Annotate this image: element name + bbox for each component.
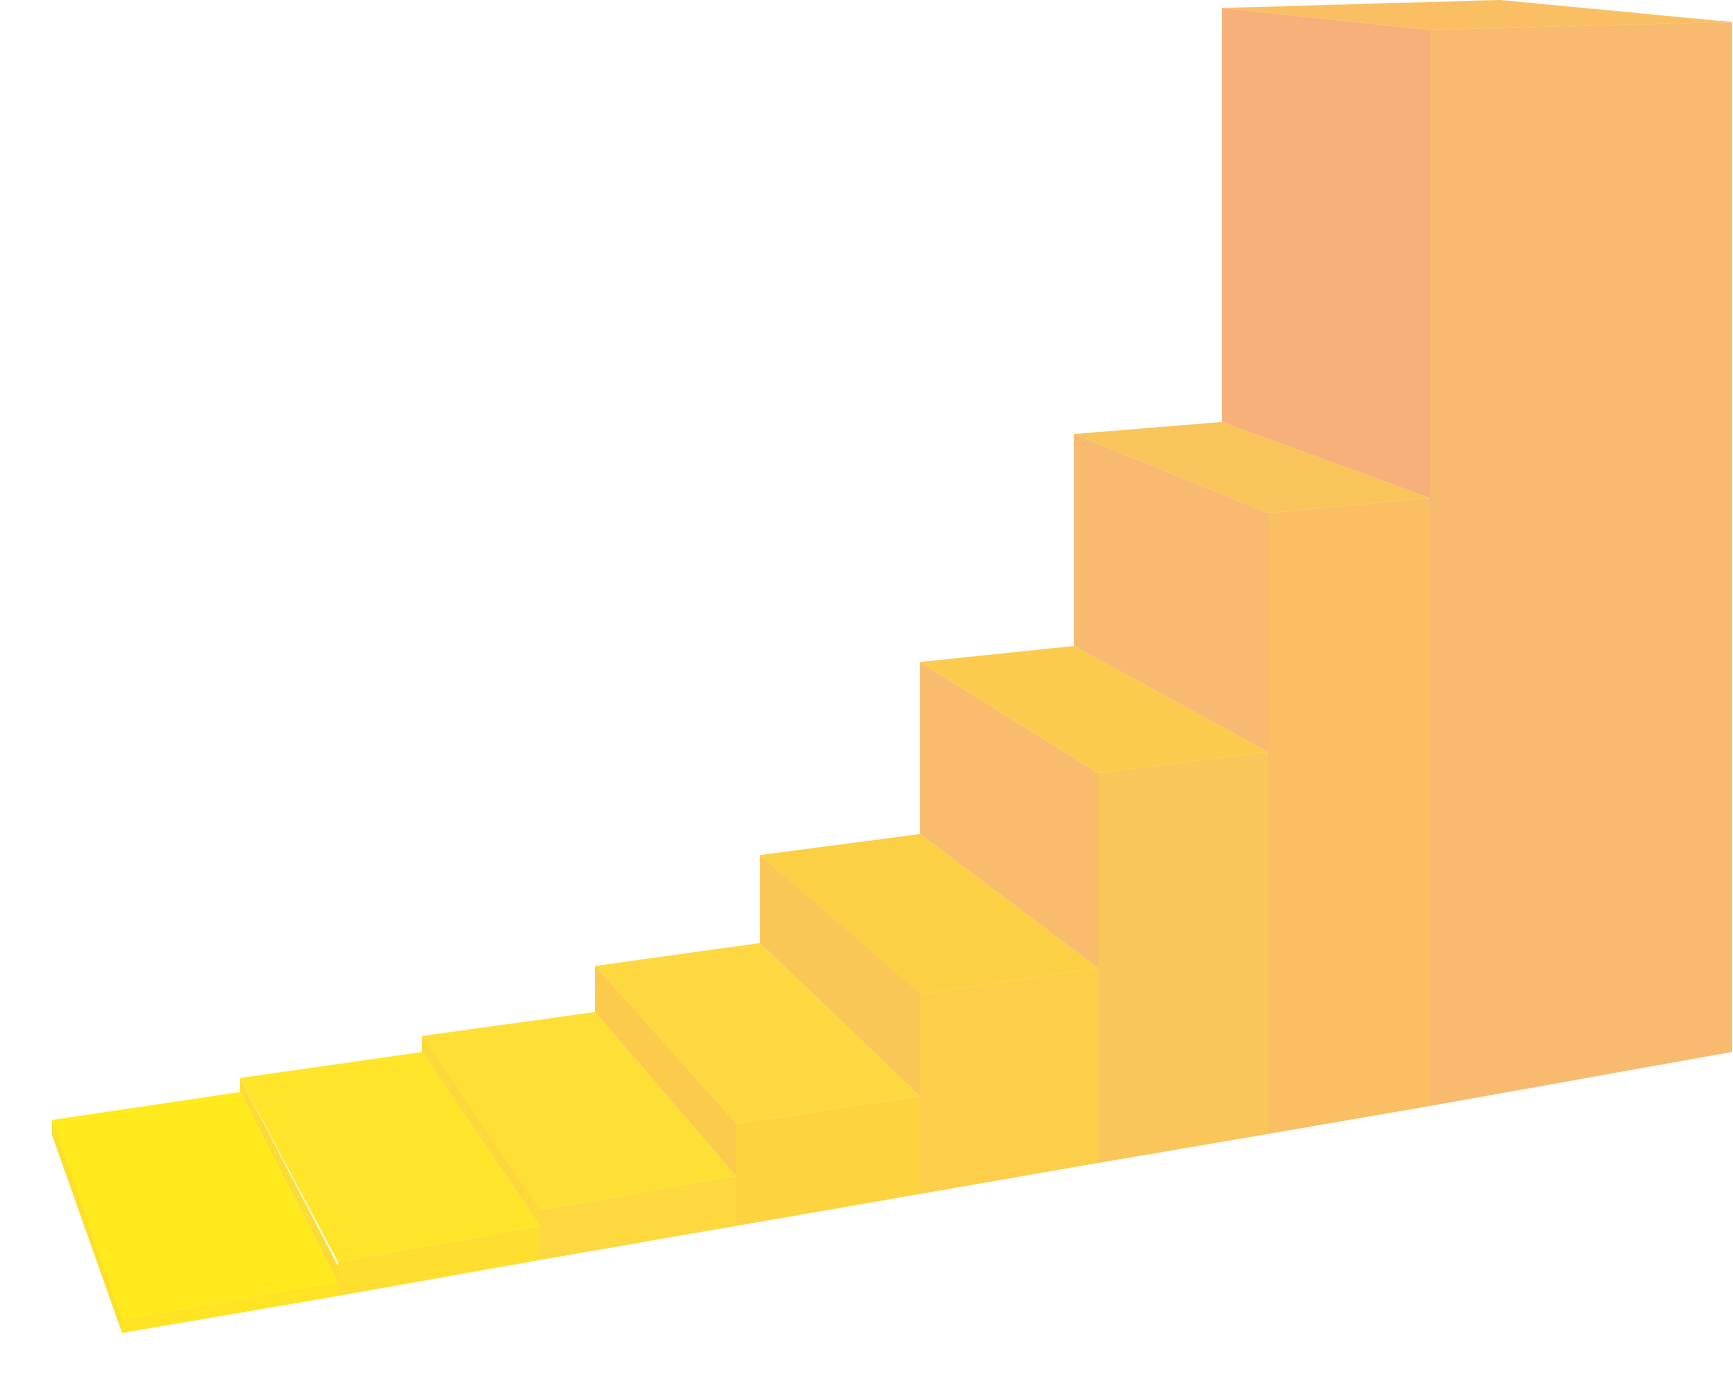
step-1: [52, 1092, 338, 1333]
step-8-top: [1222, 0, 1732, 30]
step-7-front: [1268, 498, 1430, 1134]
step-3: [422, 1012, 736, 1260]
step-7-top: [1074, 422, 1430, 513]
step-8: [1222, 0, 1732, 1106]
step-5-side: [760, 855, 920, 1096]
step-5: [760, 834, 1098, 1194]
step-6-front: [1098, 752, 1268, 1163]
step-4: [595, 943, 920, 1226]
step-2-top: [240, 1052, 540, 1262]
step-6: [920, 646, 1268, 1163]
step-4-top: [595, 943, 920, 1124]
step-6-top: [920, 646, 1268, 773]
step-1-top: [52, 1092, 338, 1320]
step-2-front: [338, 1226, 540, 1296]
step-4-front: [736, 1096, 920, 1226]
step-3-side: [422, 1036, 540, 1226]
step-2-side: [240, 1078, 338, 1282]
step-5-top: [760, 834, 1098, 994]
step-4-side: [595, 966, 736, 1176]
step-3-front: [540, 1176, 736, 1260]
step-8-front: [1430, 22, 1732, 1106]
step-5-front: [920, 968, 1098, 1194]
step-6-side: [920, 662, 1098, 968]
step-7-side: [1074, 434, 1268, 752]
step-2: [240, 1052, 540, 1296]
step-3-top: [422, 1012, 736, 1210]
step-7: [1074, 422, 1430, 1134]
step-8-left-face: [1222, 8, 1430, 498]
step-1-front: [122, 1282, 338, 1333]
